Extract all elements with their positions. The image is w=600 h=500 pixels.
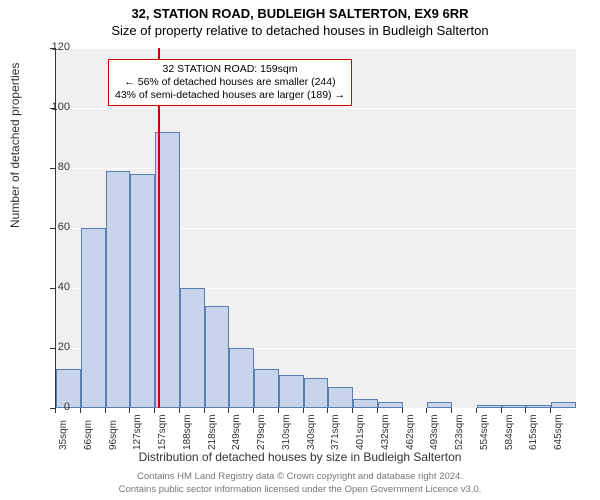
footer-line-2: Contains public sector information licen… xyxy=(0,484,600,496)
xtick-label: 157sqm xyxy=(157,414,168,450)
annotation-box: 32 STATION ROAD: 159sqm← 56% of detached… xyxy=(108,59,352,106)
xtick-mark xyxy=(179,408,180,413)
xtick-mark xyxy=(80,408,81,413)
histogram-bar xyxy=(378,402,403,408)
x-axis-label: Distribution of detached houses by size … xyxy=(0,450,600,464)
xtick-label: 340sqm xyxy=(306,414,317,450)
ytick-label: 40 xyxy=(40,281,70,293)
xtick-mark xyxy=(154,408,155,413)
xtick-label: 554sqm xyxy=(479,414,490,450)
xtick-label: 493sqm xyxy=(429,414,440,450)
xtick-label: 462sqm xyxy=(405,414,416,450)
ytick-mark xyxy=(50,228,55,229)
xtick-mark xyxy=(105,408,106,413)
xtick-label: 188sqm xyxy=(182,414,193,450)
ytick-label: 80 xyxy=(40,161,70,173)
footer-line-1: Contains HM Land Registry data © Crown c… xyxy=(0,471,600,483)
footer-attribution: Contains HM Land Registry data © Crown c… xyxy=(0,471,600,496)
histogram-bar xyxy=(477,405,502,408)
ytick-mark xyxy=(50,348,55,349)
xtick-label: 432sqm xyxy=(380,414,391,450)
xtick-label: 584sqm xyxy=(504,414,515,450)
xtick-mark xyxy=(278,408,279,413)
xtick-mark xyxy=(451,408,452,413)
y-axis-label: Number of detached properties xyxy=(8,63,22,228)
xtick-mark xyxy=(402,408,403,413)
xtick-mark xyxy=(228,408,229,413)
ytick-label: 60 xyxy=(40,221,70,233)
xtick-mark xyxy=(377,408,378,413)
xtick-mark xyxy=(426,408,427,413)
histogram-bar xyxy=(106,171,131,408)
xtick-mark xyxy=(352,408,353,413)
xtick-label: 249sqm xyxy=(231,414,242,450)
xtick-label: 401sqm xyxy=(355,414,366,450)
histogram-bar xyxy=(81,228,106,408)
gridline xyxy=(56,108,576,109)
histogram-bar xyxy=(229,348,254,408)
annotation-line: 43% of semi-detached houses are larger (… xyxy=(115,89,345,102)
xtick-mark xyxy=(525,408,526,413)
gridline xyxy=(56,408,576,409)
histogram-bar xyxy=(304,378,329,408)
histogram-bar xyxy=(353,399,378,408)
xtick-mark xyxy=(501,408,502,413)
histogram-bar xyxy=(551,402,576,408)
ytick-mark xyxy=(50,168,55,169)
gridline xyxy=(56,168,576,169)
xtick-label: 96sqm xyxy=(108,420,119,450)
histogram-bar xyxy=(427,402,452,408)
xtick-mark xyxy=(204,408,205,413)
histogram-bar xyxy=(205,306,230,408)
xtick-label: 66sqm xyxy=(83,420,94,450)
ytick-label: 120 xyxy=(40,41,70,53)
xtick-label: 645sqm xyxy=(553,414,564,450)
xtick-mark xyxy=(327,408,328,413)
xtick-mark xyxy=(550,408,551,413)
plot-area: 32 STATION ROAD: 159sqm← 56% of detached… xyxy=(55,48,576,409)
xtick-mark xyxy=(303,408,304,413)
annotation-line: 32 STATION ROAD: 159sqm xyxy=(115,63,345,76)
xtick-label: 218sqm xyxy=(207,414,218,450)
ytick-label: 100 xyxy=(40,101,70,113)
histogram-bar xyxy=(180,288,205,408)
xtick-label: 127sqm xyxy=(132,414,143,450)
annotation-line: ← 56% of detached houses are smaller (24… xyxy=(115,76,345,89)
histogram-bar xyxy=(328,387,353,408)
xtick-label: 35sqm xyxy=(58,420,69,450)
xtick-mark xyxy=(129,408,130,413)
xtick-label: 523sqm xyxy=(454,414,465,450)
xtick-label: 310sqm xyxy=(281,414,292,450)
ytick-mark xyxy=(50,288,55,289)
xtick-mark xyxy=(55,408,56,413)
xtick-label: 371sqm xyxy=(330,414,341,450)
title-line-2: Size of property relative to detached ho… xyxy=(0,21,600,38)
histogram-bar xyxy=(502,405,527,408)
ytick-label: 20 xyxy=(40,341,70,353)
histogram-bar xyxy=(130,174,155,408)
gridline xyxy=(56,48,576,49)
xtick-label: 279sqm xyxy=(256,414,267,450)
ytick-mark xyxy=(50,48,55,49)
xtick-mark xyxy=(476,408,477,413)
ytick-mark xyxy=(50,108,55,109)
histogram-bar xyxy=(254,369,279,408)
xtick-mark xyxy=(253,408,254,413)
histogram-bar xyxy=(526,405,551,408)
histogram-bar xyxy=(279,375,304,408)
title-line-1: 32, STATION ROAD, BUDLEIGH SALTERTON, EX… xyxy=(0,0,600,21)
xtick-label: 615sqm xyxy=(528,414,539,450)
